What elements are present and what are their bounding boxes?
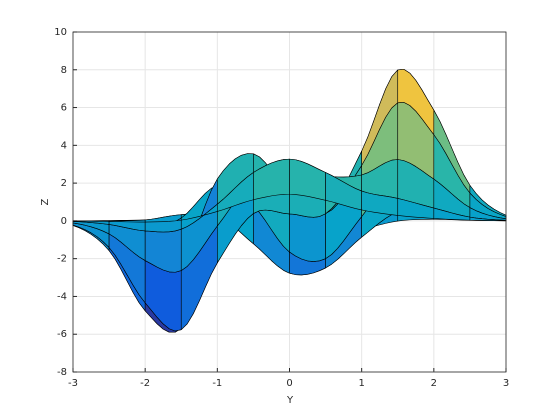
y-tick-label: -8 (57, 367, 67, 378)
y-tick-label: 4 (61, 140, 67, 151)
y-tick-label: 10 (54, 27, 67, 38)
x-tick-label: 1 (358, 378, 364, 389)
x-tick-label: 3 (503, 378, 509, 389)
x-tick-label: -1 (212, 378, 222, 389)
y-tick-label: -4 (57, 291, 67, 302)
x-tick-label: 2 (431, 378, 437, 389)
x-tick-label: -2 (140, 378, 150, 389)
axes-box (72, 31, 507, 373)
y-tick-label: 2 (61, 178, 67, 189)
y-tick-label: 6 (61, 103, 67, 114)
x-axis-label: Y (286, 395, 294, 406)
y-tick-label: 8 (61, 65, 67, 76)
y-tick-label: -2 (57, 254, 67, 265)
y-tick-label: 0 (61, 216, 67, 227)
y-axis-label: Z (40, 198, 51, 205)
x-tick-label: -3 (68, 378, 78, 389)
surface-cell (144, 219, 182, 233)
x-tick-label: 0 (286, 378, 292, 389)
y-tick-label: -6 (57, 329, 67, 340)
